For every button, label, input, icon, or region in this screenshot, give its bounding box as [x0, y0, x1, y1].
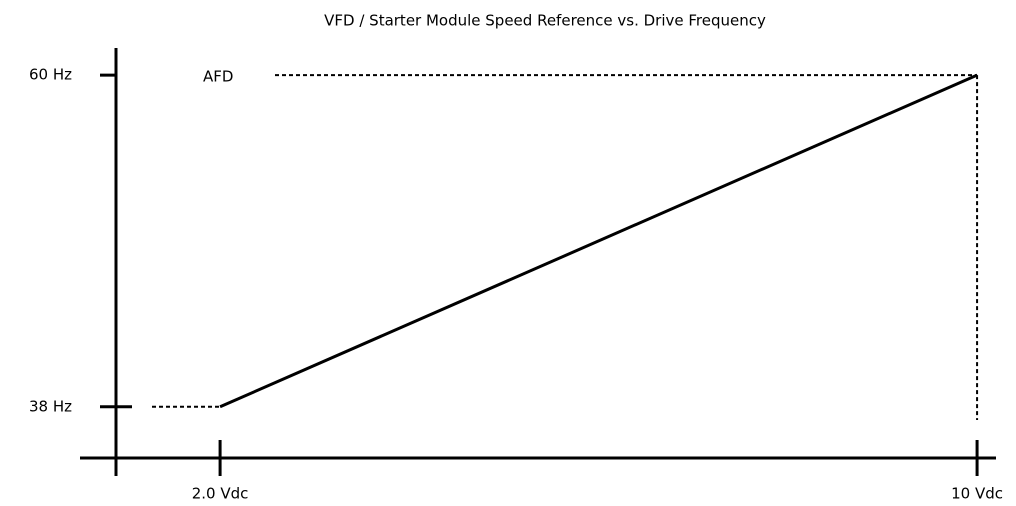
y-tick-label: 38 Hz — [29, 397, 72, 415]
chart-title: VFD / Starter Module Speed Reference vs.… — [324, 12, 766, 30]
x-tick-label: 2.0 Vdc — [192, 485, 249, 503]
x-tick-label: 10 Vdc — [951, 485, 1003, 503]
y-tick-label: 60 Hz — [29, 66, 72, 84]
annotation: AFD — [203, 68, 233, 86]
data-line — [219, 73, 978, 409]
